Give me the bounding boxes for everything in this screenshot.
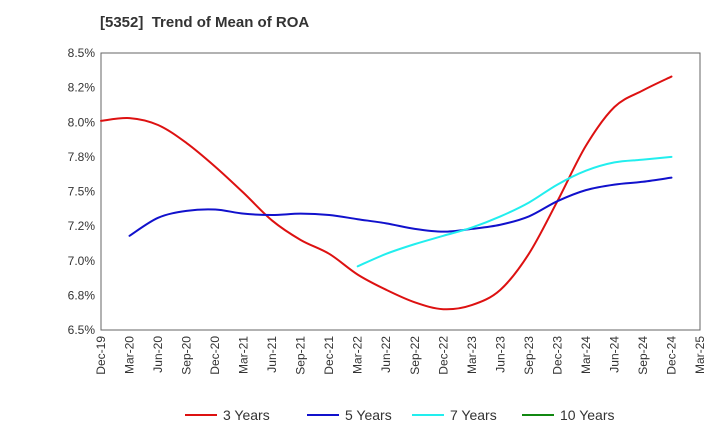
plot-area: [101, 53, 700, 330]
y-tick-label: 7.2%: [68, 219, 96, 233]
y-tick-label: 7.5%: [68, 185, 96, 199]
x-tick-label: Dec-23: [550, 336, 564, 375]
x-tick-label: Mar-20: [123, 336, 137, 374]
x-tick-label: Sep-20: [180, 336, 194, 375]
x-tick-label: Sep-24: [636, 336, 650, 375]
legend-label: 7 Years: [450, 407, 497, 423]
series-line-7-years: [356, 155, 673, 268]
series-line-5-years: [128, 176, 673, 237]
chart-title: [5352] Trend of Mean of ROA: [100, 14, 310, 31]
y-tick-label: 7.8%: [68, 150, 96, 164]
y-tick-label: 8.5%: [68, 46, 96, 60]
x-tick-label: Dec-19: [94, 336, 108, 375]
x-tick-label: Sep-23: [522, 336, 536, 375]
y-tick-label: 6.5%: [68, 323, 96, 337]
x-tick-label: Jun-22: [379, 336, 393, 373]
legend-label: 3 Years: [223, 407, 270, 423]
x-tick-label: Jun-23: [493, 336, 507, 373]
y-tick-label: 6.8%: [68, 288, 96, 302]
x-tick-label: Mar-22: [351, 336, 365, 374]
y-tick-label: 8.0%: [68, 115, 96, 129]
legend-label: 10 Years: [560, 407, 615, 423]
y-tick-label: 7.0%: [68, 254, 96, 268]
x-tick-label: Dec-22: [436, 336, 450, 375]
x-tick-label: Jun-21: [265, 336, 279, 373]
x-tick-label: Dec-20: [208, 336, 222, 375]
x-tick-label: Mar-23: [465, 336, 479, 374]
x-tick-label: Sep-21: [294, 336, 308, 375]
x-tick-label: Mar-24: [579, 336, 593, 374]
x-tick-label: Sep-22: [408, 336, 422, 375]
series-line-3-years: [100, 75, 673, 311]
y-tick-label: 8.2%: [68, 81, 96, 95]
x-tick-label: Dec-21: [322, 336, 336, 375]
plot-frame: [100, 52, 701, 331]
x-tick-label: Jun-20: [151, 336, 165, 373]
x-tick-label: Mar-21: [237, 336, 251, 374]
x-tick-label: Mar-25: [693, 336, 707, 374]
x-tick-label: Dec-24: [664, 336, 678, 375]
x-tick-label: Jun-24: [607, 336, 621, 373]
legend-label: 5 Years: [345, 407, 392, 423]
